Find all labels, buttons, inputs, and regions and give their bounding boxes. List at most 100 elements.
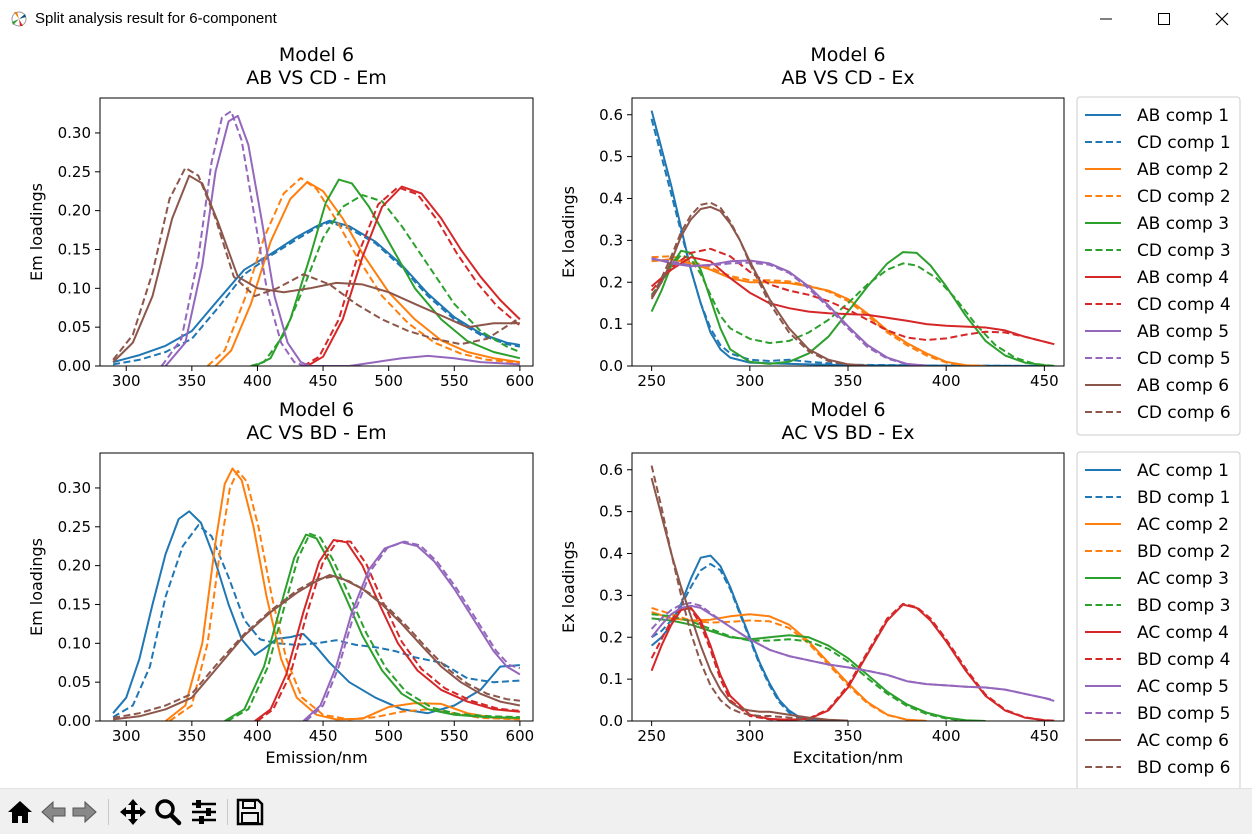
legend-label: AC comp 3 <box>1137 569 1229 589</box>
x-tick-label: 400 <box>243 727 272 745</box>
series-line-11 <box>650 205 868 366</box>
y-tick-label: 0.05 <box>58 318 91 336</box>
x-tick-label: 350 <box>834 727 863 745</box>
y-axis-label: Ex loadings <box>559 541 578 633</box>
home-icon <box>8 801 32 823</box>
subplot-title: AB VS CD - Ex <box>781 67 914 89</box>
forward-arrow-icon <box>72 800 97 824</box>
legend: AB comp 1 CD comp 1 AB comp 2 CD comp 2 AB c… <box>1076 96 1241 436</box>
y-tick-label: 0.15 <box>58 595 91 613</box>
configure-subplots-icon <box>192 800 216 824</box>
forward-button[interactable] <box>70 797 100 827</box>
legend-label: CD comp 2 <box>1137 187 1231 207</box>
x-tick-label: 500 <box>374 372 403 390</box>
zoom-button[interactable] <box>153 797 183 827</box>
series-line-4 <box>206 177 520 366</box>
legend-label: AC comp 5 <box>1137 677 1229 697</box>
close-icon <box>1215 12 1229 26</box>
legend-label: AC comp 4 <box>1137 623 1229 643</box>
navigation-toolbar <box>0 788 1252 834</box>
figure-canvas[interactable]: 300 350 400 450 500 550 600 0.00 0.05 0.10 0.15 0.2… <box>0 38 1252 788</box>
legend-label: AB comp 4 <box>1137 268 1229 288</box>
x-tick-label: 250 <box>637 372 666 390</box>
legend-label: BD comp 5 <box>1137 704 1230 724</box>
series-line-12 <box>112 166 521 361</box>
legend-label: BD comp 1 <box>1137 488 1230 508</box>
x-tick-label: 350 <box>178 727 207 745</box>
legend-label: CD comp 5 <box>1137 349 1231 369</box>
series-line-5 <box>254 178 521 366</box>
series-line-10 <box>160 110 306 366</box>
home-button[interactable] <box>5 797 35 827</box>
back-arrow-icon <box>41 800 66 824</box>
y-tick-label: 0.30 <box>58 124 91 142</box>
series-line-8 <box>256 539 521 721</box>
subplot-title: AC VS BD - Em <box>246 422 386 444</box>
series-line-8 <box>302 186 521 366</box>
series-line-4 <box>651 606 927 721</box>
y-tick-label: 0.4 <box>599 190 623 208</box>
series-line-9 <box>164 114 520 366</box>
y-axis-label: Em loadings <box>27 183 46 281</box>
pan-move-icon <box>120 799 146 825</box>
y-tick-label: 0.2 <box>599 628 623 646</box>
x-tick-label: 600 <box>506 727 535 745</box>
pan-button[interactable] <box>118 797 148 827</box>
legend: AC comp 1 BD comp 1 AC comp 2 BD comp 2 AC c… <box>1076 451 1241 788</box>
subplot-2: 250 300 350 400 450 0.0 0.1 0.2 0.3 0.4 0.5 0.6 Mode… <box>559 44 1241 436</box>
y-tick-label: 0.0 <box>599 357 623 375</box>
y-tick-label: 0.00 <box>58 712 91 730</box>
series-line-10 <box>650 601 1055 702</box>
series-line-12 <box>112 575 521 719</box>
series-lines <box>650 465 1055 721</box>
subplot-title: AC VS BD - Ex <box>782 422 915 444</box>
series-line-2 <box>112 524 520 718</box>
legend-label: BD comp 6 <box>1137 758 1230 778</box>
x-tick-label: 450 <box>309 372 338 390</box>
back-button[interactable] <box>38 797 68 827</box>
series-line-1 <box>650 110 1055 366</box>
save-floppy-icon <box>236 798 264 826</box>
subplot-title: AB VS CD - Em <box>246 67 387 89</box>
save-button[interactable] <box>235 797 265 827</box>
x-tick-label: 400 <box>932 727 961 745</box>
series-line-11 <box>112 574 521 721</box>
window-title: Split analysis result for 6-component <box>35 10 277 27</box>
y-tick-label: 0.2 <box>599 273 623 291</box>
series-line-10 <box>651 258 927 366</box>
close-button[interactable] <box>1193 0 1251 38</box>
y-tick-label: 0.10 <box>58 634 91 652</box>
series-line-5 <box>650 249 1055 366</box>
minimize-icon <box>1100 18 1112 20</box>
y-tick-label: 0.5 <box>599 148 623 166</box>
y-tick-label: 0.10 <box>58 279 91 297</box>
series-line-10 <box>305 540 521 721</box>
minimize-button[interactable] <box>1077 0 1135 38</box>
y-tick-label: 0.6 <box>599 461 623 479</box>
x-tick-label: 350 <box>178 372 207 390</box>
maximize-button[interactable] <box>1135 0 1193 38</box>
y-tick-label: 0.20 <box>58 202 91 220</box>
legend-label: AB comp 2 <box>1137 160 1229 180</box>
window-titlebar: Split analysis result for 6-component <box>0 0 1252 38</box>
y-tick-label: 0.3 <box>599 231 623 249</box>
configure-subplots-button[interactable] <box>189 797 219 827</box>
y-tick-label: 0.05 <box>58 673 91 691</box>
x-tick-label: 450 <box>1030 727 1059 745</box>
subplot-3: 300 350 400 450 500 550 600 0.00 0.05 0.10 0.15 0.2… <box>27 399 534 767</box>
series-line-6 <box>651 613 966 721</box>
x-tick-label: 300 <box>112 372 141 390</box>
series-line-8 <box>650 602 1055 721</box>
subplot-title: Model 6 <box>810 44 885 66</box>
series-line-11 <box>650 477 849 721</box>
legend-label: AB comp 3 <box>1137 214 1229 234</box>
x-tick-label: 250 <box>637 727 666 745</box>
x-axis-label: Excitation/nm <box>793 748 903 767</box>
series-line-2 <box>112 221 521 366</box>
series-line-6 <box>650 254 1055 366</box>
series-line-5 <box>224 533 520 721</box>
legend-label: CD comp 1 <box>1137 133 1231 153</box>
legend-label: AC comp 6 <box>1137 731 1229 751</box>
x-tick-label: 450 <box>309 727 338 745</box>
y-tick-label: 0.6 <box>599 106 623 124</box>
